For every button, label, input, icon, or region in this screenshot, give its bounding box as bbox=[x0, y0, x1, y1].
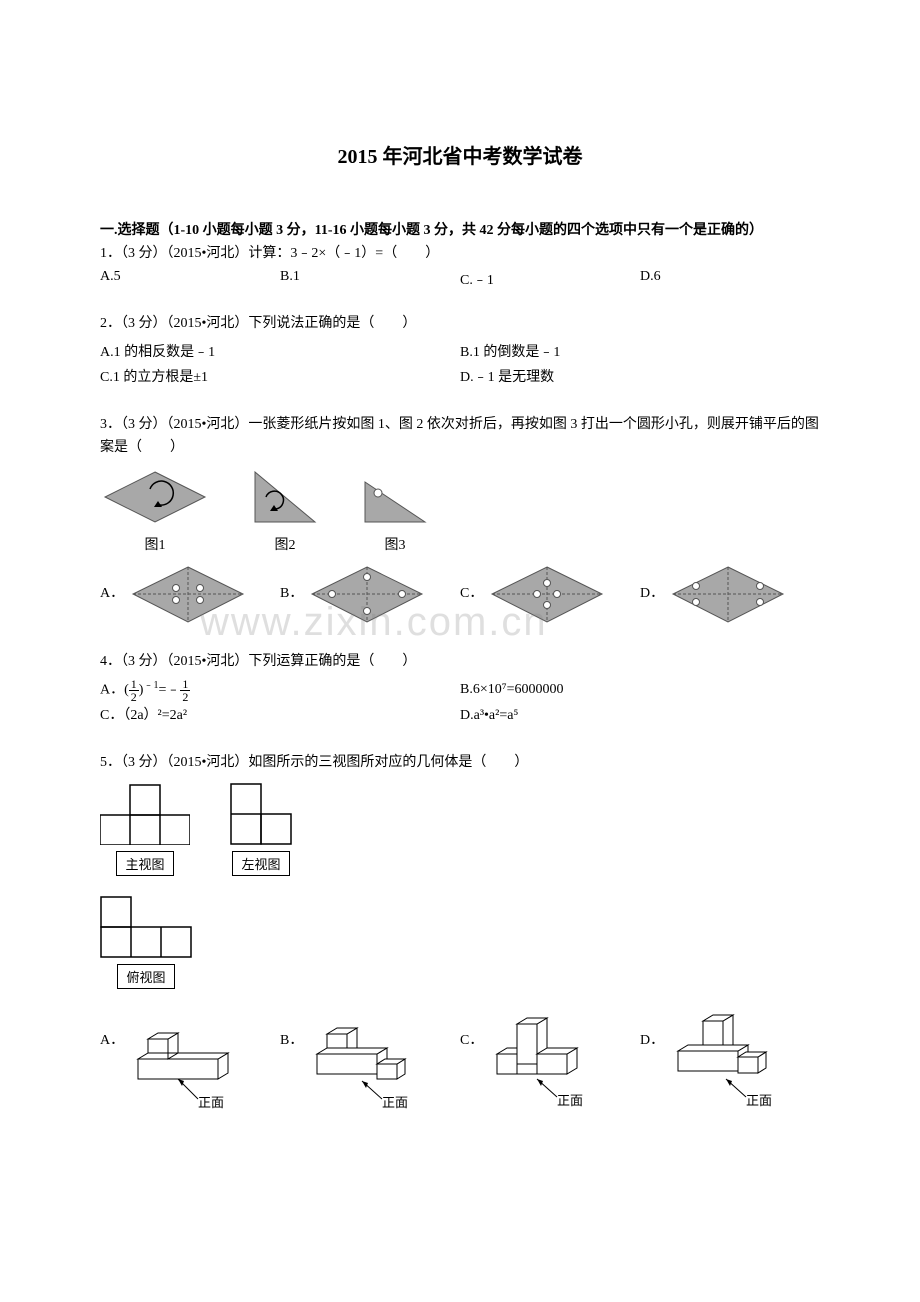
triangle-hole-icon bbox=[360, 477, 430, 527]
q5-options: A． 正面 B． bbox=[100, 1009, 820, 1109]
q3-figures: 图1 图2 图3 bbox=[100, 467, 820, 554]
q4-opt-d[interactable]: D.a³•a²=a⁵ bbox=[460, 703, 820, 728]
q5-left-view: 左视图 bbox=[230, 783, 292, 876]
q1-opt-b[interactable]: B.1 bbox=[280, 269, 460, 289]
question-1: 1．（3 分）（2015•河北）计算：3﹣2×（﹣1）=（ ） A.5 B.1 … bbox=[100, 243, 820, 289]
q5-opt-a-icon: 正面 bbox=[128, 1009, 248, 1109]
fraction-half-2: 12 bbox=[180, 678, 190, 703]
q5-top-view: 俯视图 bbox=[100, 896, 192, 989]
q5-opt-a[interactable]: A． 正面 bbox=[100, 1009, 280, 1109]
q3-options: A． B． C． bbox=[100, 562, 820, 627]
q1-opt-d[interactable]: D.6 bbox=[640, 269, 820, 289]
q5-left-view-label: 左视图 bbox=[232, 851, 289, 876]
q3-opt-a-label: A． bbox=[100, 562, 124, 602]
q5-opt-d-icon: 正面 bbox=[668, 1009, 788, 1109]
q2-opt-a[interactable]: A.1 的相反数是﹣1 bbox=[100, 340, 460, 365]
question-2: 2．（3 分）（2015•河北）下列说法正确的是（ ） A.1 的相反数是﹣1 … bbox=[100, 313, 820, 390]
q3-fig1-label: 图1 bbox=[100, 534, 210, 554]
q3-fig3: 图3 bbox=[360, 477, 430, 554]
q5-opt-c[interactable]: C． 正面 bbox=[460, 1009, 640, 1109]
q2-opt-b[interactable]: B.1 的倒数是﹣1 bbox=[460, 340, 820, 365]
q2-stem: 2．（3 分）（2015•河北）下列说法正确的是（ ） bbox=[100, 313, 820, 335]
q4-options: A．(12)﹣1=﹣12 B.6×10⁷=6000000 C．（2a）²=2a²… bbox=[100, 677, 820, 728]
q4-opt-c[interactable]: C．（2a）²=2a² bbox=[100, 703, 460, 728]
q5-main-view-label: 主视图 bbox=[116, 851, 173, 876]
q2-opt-c[interactable]: C.1 的立方根是±1 bbox=[100, 365, 460, 390]
q5-opt-d-label: D． bbox=[640, 1009, 664, 1049]
top-view-icon bbox=[100, 896, 192, 958]
diamond-fold1-icon bbox=[100, 467, 210, 527]
q3-opt-c-label: C． bbox=[460, 562, 483, 602]
q3-opt-c[interactable]: C． bbox=[460, 562, 640, 627]
q5-stem: 5．（3 分）（2015•河北）如图所示的三视图所对应的几何体是（ ） bbox=[100, 752, 820, 774]
q1-stem: 1．（3 分）（2015•河北）计算：3﹣2×（﹣1）=（ ） bbox=[100, 243, 820, 265]
q3-opt-d-icon bbox=[668, 562, 788, 627]
fraction-half-1: 12 bbox=[129, 678, 139, 703]
q4-opt-a[interactable]: A．(12)﹣1=﹣12 bbox=[100, 677, 460, 703]
q3-fig2: 图2 bbox=[250, 467, 320, 554]
q3-fig1: 图1 bbox=[100, 467, 210, 554]
q5-top-view-label: 俯视图 bbox=[117, 964, 174, 989]
q4-opt-b[interactable]: B.6×10⁷=6000000 bbox=[460, 677, 820, 703]
q3-opt-b[interactable]: B． bbox=[280, 562, 460, 627]
q1-opt-c[interactable]: C.﹣1 bbox=[460, 269, 640, 289]
svg-text:正面: 正面 bbox=[557, 1093, 583, 1108]
q5-opt-b[interactable]: B． 正面 bbox=[280, 1009, 460, 1109]
section-header: 一.选择题（1-10 小题每小题 3 分，11-16 小题每小题 3 分，共 4… bbox=[100, 219, 820, 239]
q5-opt-b-icon: 正面 bbox=[307, 1009, 427, 1109]
q5-views: 主视图 左视图 俯视图 bbox=[100, 783, 820, 989]
page-title: 2015 年河北省中考数学试卷 bbox=[100, 140, 820, 169]
q3-stem: 3．（3 分）（2015•河北）一张菱形纸片按如图 1、图 2 依次对折后，再按… bbox=[100, 414, 820, 459]
q3-fig3-label: 图3 bbox=[360, 534, 430, 554]
q1-opt-a[interactable]: A.5 bbox=[100, 269, 280, 289]
q3-opt-b-label: B． bbox=[280, 562, 303, 602]
q3-opt-d-label: D． bbox=[640, 562, 664, 602]
q3-opt-d[interactable]: D． bbox=[640, 562, 820, 627]
q5-opt-c-icon: 正面 bbox=[487, 1009, 607, 1109]
svg-text:正面: 正面 bbox=[746, 1093, 772, 1108]
q3-opt-a-icon bbox=[128, 562, 248, 627]
q4-a-eq: =﹣ bbox=[158, 683, 180, 698]
q2-options: A.1 的相反数是﹣1 B.1 的倒数是﹣1 C.1 的立方根是±1 D.﹣1 … bbox=[100, 340, 820, 390]
q2-opt-d[interactable]: D.﹣1 是无理数 bbox=[460, 365, 820, 390]
left-view-icon bbox=[230, 783, 292, 845]
q4-stem: 4．（3 分）（2015•河北）下列运算正确的是（ ） bbox=[100, 651, 820, 673]
q3-opt-b-icon bbox=[307, 562, 427, 627]
q5-opt-b-label: B． bbox=[280, 1009, 303, 1049]
main-view-icon bbox=[100, 783, 190, 845]
question-4: 4．（3 分）（2015•河北）下列运算正确的是（ ） A．(12)﹣1=﹣12… bbox=[100, 651, 820, 729]
question-5: 5．（3 分）（2015•河北）如图所示的三视图所对应的几何体是（ ） 主视图 … bbox=[100, 752, 820, 1108]
q4-a-prefix: A．( bbox=[100, 683, 129, 698]
q3-fig2-label: 图2 bbox=[250, 534, 320, 554]
triangle-fold2-icon bbox=[250, 467, 320, 527]
q3-opt-c-icon bbox=[487, 562, 607, 627]
q1-options: A.5 B.1 C.﹣1 D.6 bbox=[100, 269, 820, 289]
q5-opt-a-label: A． bbox=[100, 1009, 124, 1049]
q5-opt-d[interactable]: D． 正面 bbox=[640, 1009, 820, 1109]
q4-a-exp: ﹣1 bbox=[143, 680, 158, 691]
question-3: 3．（3 分）（2015•河北）一张菱形纸片按如图 1、图 2 依次对折后，再按… bbox=[100, 414, 820, 627]
q3-opt-a[interactable]: A． bbox=[100, 562, 280, 627]
svg-text:正面: 正面 bbox=[382, 1095, 408, 1109]
q5-main-view: 主视图 bbox=[100, 783, 190, 876]
front-label: 正面 bbox=[198, 1095, 224, 1109]
q5-opt-c-label: C． bbox=[460, 1009, 483, 1049]
